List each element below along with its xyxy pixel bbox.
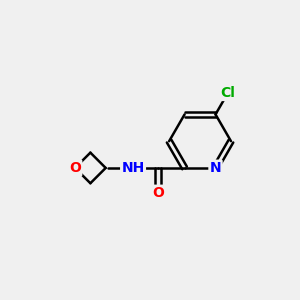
- Text: NH: NH: [122, 161, 145, 175]
- Text: Cl: Cl: [220, 86, 236, 100]
- Text: O: O: [152, 186, 164, 200]
- Text: O: O: [69, 161, 81, 175]
- Text: N: N: [210, 161, 221, 175]
